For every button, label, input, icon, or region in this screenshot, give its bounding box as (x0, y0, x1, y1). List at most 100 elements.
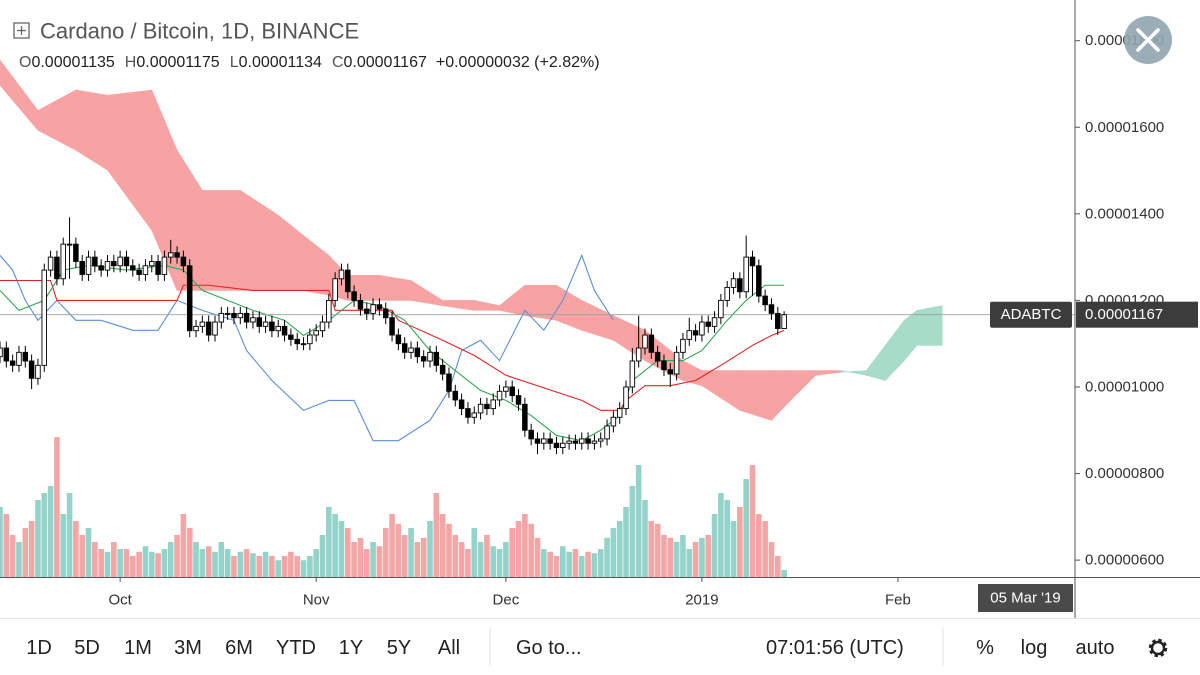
range-button[interactable]: 1M (124, 637, 152, 659)
candle-body (294, 338, 300, 345)
indicator-line (0, 279, 785, 411)
scale-option[interactable]: % (976, 637, 994, 659)
candle-body (654, 351, 661, 362)
volume-bar (528, 523, 534, 577)
candle-body (711, 317, 718, 327)
volume-bar (522, 514, 528, 577)
volume-bar (85, 528, 92, 577)
volume-bar (648, 521, 655, 577)
candle-body (408, 347, 414, 353)
volume-bar (193, 542, 199, 577)
volume-bar (781, 570, 787, 577)
header: Cardano / Bitcoin, 1D, BINANCE O0.000011… (13, 19, 600, 71)
range-button[interactable]: 3M (174, 637, 202, 659)
candle-body (781, 314, 787, 329)
volume-bar (490, 546, 497, 577)
candle-body (167, 252, 174, 258)
candle-body (269, 321, 275, 332)
time-tag-label: 05 Mar '19 (990, 590, 1060, 607)
volume-bar (54, 437, 60, 577)
candle-body (699, 321, 705, 336)
range-button[interactable]: 5Y (387, 637, 411, 659)
volume-bar (136, 551, 142, 577)
volume-bar (515, 521, 522, 577)
ohlc-change: +0.00000032 (+2.82%) (436, 54, 600, 71)
candle-body (104, 260, 111, 271)
volume-bar (572, 549, 579, 577)
candle-body (98, 265, 104, 271)
volume-bar (370, 542, 376, 577)
volume-bar (559, 546, 566, 577)
symbol-tag-label: ADABTC (1001, 306, 1062, 323)
volume-bar (73, 521, 79, 577)
volume-bar (117, 549, 123, 577)
candle-body (313, 330, 319, 336)
volume-bar (661, 535, 667, 577)
candle-body (692, 330, 699, 336)
candle-body (547, 438, 553, 444)
candle-body (629, 360, 636, 388)
candle-body (509, 386, 515, 397)
volume-bar (269, 556, 275, 577)
range-button[interactable]: All (438, 637, 460, 659)
scale-option[interactable]: log (1021, 637, 1048, 659)
candle-body (117, 256, 123, 267)
goto-button[interactable]: Go to... (516, 637, 582, 659)
volume-bar (111, 542, 117, 577)
range-button[interactable]: 1Y (339, 637, 363, 659)
candle-body (749, 256, 756, 267)
settings-icon[interactable] (1148, 638, 1168, 658)
close-icon (1136, 28, 1160, 52)
range-button[interactable]: 5D (74, 637, 100, 659)
volume-bar (3, 514, 10, 577)
volume-bar (578, 556, 585, 577)
volume-bar (566, 551, 572, 577)
candle-body (149, 260, 155, 267)
volume-bar (250, 553, 256, 577)
volume-bar (496, 549, 503, 577)
candle-body (496, 390, 503, 401)
expand-icon[interactable] (13, 22, 30, 39)
indicator-line (0, 253, 614, 442)
candle-body (357, 299, 364, 310)
candle-body (35, 364, 41, 379)
volume-bar (212, 551, 218, 577)
candle-body (111, 260, 117, 267)
volume-bar (534, 537, 541, 577)
candle-body (338, 269, 345, 280)
candle-body (541, 438, 547, 444)
volume-bar (16, 542, 22, 577)
volume-bar (610, 528, 617, 577)
volume-bar (256, 556, 263, 577)
scale-option[interactable]: auto (1076, 637, 1115, 659)
candle-body (566, 440, 572, 444)
range-button[interactable]: 1D (26, 637, 52, 659)
candle-body (623, 386, 629, 410)
candle-body (560, 442, 566, 449)
volume-bar (585, 551, 591, 577)
candle-body (642, 334, 648, 349)
volume-bar (313, 549, 319, 577)
candle-body (364, 308, 370, 314)
candle-body (439, 364, 446, 375)
candle-body (534, 438, 541, 444)
candle-body (275, 325, 281, 332)
range-button[interactable]: 6M (225, 637, 253, 659)
range-button[interactable]: YTD (276, 637, 316, 659)
volume-bar (458, 542, 465, 577)
volume-bar (604, 537, 610, 577)
candle-body (66, 243, 73, 246)
candle-body (47, 256, 54, 271)
candle-body (737, 278, 743, 293)
volume-bar (47, 486, 54, 577)
volume-bar (692, 542, 699, 577)
candle-body (756, 265, 762, 297)
volume-bar (35, 500, 41, 577)
volume-bar (22, 528, 29, 577)
volume-bar (762, 521, 768, 577)
close-button[interactable] (1124, 16, 1172, 64)
volume-bar (749, 465, 756, 577)
volume-bar (433, 493, 440, 577)
candle-body (705, 321, 711, 327)
